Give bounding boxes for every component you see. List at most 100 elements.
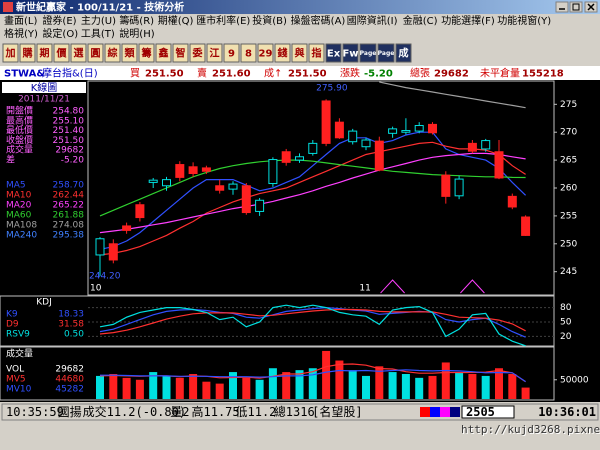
menu-item[interactable]: 主力(U) (81, 14, 116, 27)
toolbar-button[interactable] (274, 43, 291, 63)
menu-item[interactable]: 籌碼(R) (119, 14, 154, 27)
toolbar-label[interactable]: 加 (5, 47, 16, 60)
toolbar-label[interactable]: Page (360, 50, 377, 57)
menu-item[interactable]: 畫面(L) (4, 14, 37, 27)
toolbar-button[interactable] (257, 43, 274, 63)
toolbar-button[interactable] (189, 43, 206, 63)
info-value: -5.20 (61, 156, 85, 166)
toolbar-button[interactable] (2, 43, 19, 63)
toolbar-label[interactable]: 9 (228, 49, 235, 60)
legend-value: 31.58 (58, 320, 84, 330)
toolbar-label[interactable]: 籌 (142, 47, 152, 60)
toolbar-button[interactable] (240, 43, 257, 63)
toolbar-label[interactable]: 指 (312, 47, 322, 60)
candle-body (521, 216, 531, 236)
toolbar-button[interactable] (308, 43, 325, 63)
toolbar-label[interactable]: 智 (176, 47, 186, 60)
toolbar-label[interactable]: Fw (342, 49, 358, 60)
menu-item[interactable]: 國際資訊(I) (347, 14, 398, 27)
ma-line (99, 131, 527, 250)
toolbar-label[interactable]: Page (378, 50, 395, 57)
toolbar-button[interactable] (325, 43, 342, 63)
candle-body (428, 123, 437, 134)
toolbar-label[interactable]: 購 (22, 47, 33, 60)
volume-bar (348, 370, 357, 399)
menu-item[interactable]: 說明(H) (119, 27, 154, 40)
menu-item[interactable]: 期權(Q) (158, 14, 194, 27)
menu-item[interactable]: 功能視窗(Y) (497, 14, 551, 27)
toolbar-label[interactable]: 委 (192, 47, 204, 60)
volume-bar (335, 360, 344, 399)
menu-item[interactable]: 投資(B) (252, 14, 287, 27)
toolbar-button[interactable] (53, 43, 70, 63)
toolbar-button[interactable] (87, 43, 104, 63)
toolbar-label[interactable]: 價 (56, 47, 68, 60)
menu-item[interactable]: 格視(Y) (4, 27, 38, 40)
ma-line (99, 141, 526, 256)
toolbar-button[interactable] (291, 43, 308, 63)
toolbar-button[interactable] (138, 43, 155, 63)
menu-item[interactable]: 金融(C) (403, 14, 438, 27)
toolbar-button[interactable] (19, 43, 36, 63)
toolbar-label[interactable]: 29 (259, 49, 273, 60)
menu-item[interactable]: 匯市利率(E) (196, 14, 250, 27)
menu-item[interactable]: 功能選擇(F) (441, 14, 495, 27)
candle-body (481, 140, 491, 150)
toolbar-label[interactable]: 綜 (108, 47, 118, 60)
toolbar-button[interactable] (155, 43, 172, 63)
candle-body (361, 139, 371, 148)
candle-body (295, 156, 304, 161)
toolbar-button[interactable] (121, 43, 138, 63)
menu-item[interactable]: 操盤密碼(A) (291, 14, 346, 27)
maximize-button[interactable] (569, 1, 583, 13)
y-tick-label: 250 (560, 239, 577, 249)
signal (460, 279, 485, 294)
volume-bar (362, 375, 370, 399)
code-box[interactable] (461, 405, 515, 419)
quote-value: 29682 (434, 69, 469, 80)
quote-value: 251.60 (212, 69, 251, 80)
toolbar-button[interactable] (395, 43, 412, 63)
volume-bar (401, 374, 410, 399)
stock-code[interactable]: 2505 (466, 405, 495, 419)
toolbar-label[interactable]: 成 (399, 47, 409, 60)
toolbar-button[interactable] (342, 43, 359, 63)
info-value: 255.10 (53, 116, 85, 126)
menu-item[interactable]: 證券(E) (42, 14, 76, 27)
toolbar-button[interactable] (206, 43, 223, 63)
toolbar-label[interactable]: 錢 (278, 47, 288, 60)
volume-bar (415, 377, 424, 399)
x-label: 11 (359, 284, 370, 294)
toolbar-button[interactable] (359, 43, 377, 63)
toolbar-button[interactable] (36, 43, 53, 63)
quote-value: -5.20 (364, 69, 393, 80)
toolbar-label[interactable]: 鑫 (158, 47, 169, 60)
toolbar-label[interactable]: 選 (74, 47, 84, 60)
toolbar-button[interactable] (223, 43, 240, 63)
menu-item[interactable]: 工具(T) (81, 28, 115, 40)
kdj-line (99, 306, 526, 338)
toolbar-label[interactable]: Ex (327, 49, 341, 60)
candle-body (201, 167, 211, 172)
volume-bar (308, 368, 317, 399)
minimize-button[interactable] (555, 1, 569, 13)
candle-body (321, 100, 331, 144)
toolbar-label[interactable]: 江 (210, 47, 220, 60)
toolbar-label[interactable]: 圓 (91, 48, 101, 60)
toolbar-button[interactable] (104, 43, 121, 63)
toolbar-button[interactable] (172, 43, 189, 63)
volume-bar (189, 374, 198, 399)
toolbar-button[interactable] (70, 43, 87, 63)
toolbar-label[interactable]: 與 (295, 47, 305, 60)
status-item: 低11.2 (236, 405, 277, 419)
toolbar-label[interactable]: 8 (245, 49, 252, 60)
volume-bar (468, 374, 477, 399)
candle-body (122, 225, 132, 231)
kdj-title: KDJ (36, 298, 52, 308)
toolbar-label[interactable]: 期 (40, 47, 50, 60)
volume-bar (255, 379, 264, 399)
toolbar-button[interactable] (377, 43, 395, 63)
toolbar-label[interactable]: 類 (124, 47, 136, 60)
volume-bar (521, 387, 530, 399)
menu-item[interactable]: 設定(O) (42, 27, 78, 40)
